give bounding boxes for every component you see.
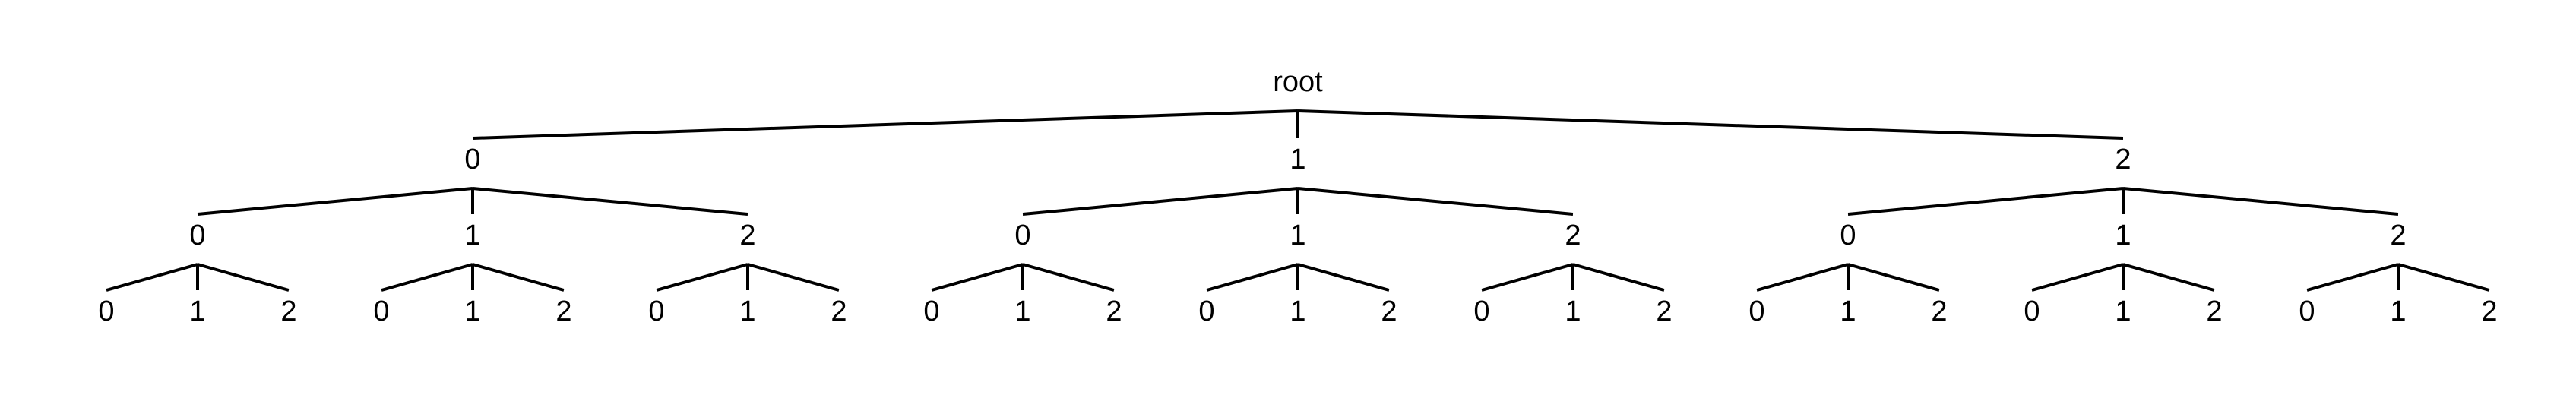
edge-1-0-0 — [931, 263, 1024, 292]
edge-1-1-2 — [1297, 263, 1390, 292]
edge-root-0 — [472, 109, 1299, 140]
edge-1-0 — [1022, 187, 1299, 216]
node-label-1-0: 0 — [1014, 220, 1030, 251]
edge-1-2-0 — [1481, 263, 1574, 292]
node-label-0-1-2: 2 — [555, 295, 571, 327]
node-label-1-1-2: 2 — [1381, 295, 1397, 327]
node-label-1-2-2: 2 — [1656, 295, 1672, 327]
node-label-1-1: 1 — [1290, 220, 1305, 251]
edge-2-2-2 — [2397, 263, 2490, 292]
node-label-1-2-1: 1 — [1565, 295, 1581, 327]
node-label-1-2: 2 — [1565, 220, 1581, 251]
edge-2-1-2 — [2122, 263, 2215, 292]
node-label-2-1-1: 1 — [2115, 295, 2131, 327]
edge-root-2 — [1297, 109, 2124, 140]
node-label-0-2: 2 — [739, 220, 755, 251]
edge-2-0-2 — [1847, 263, 1940, 292]
node-label-1-0-2: 2 — [1106, 295, 1122, 327]
edge-1-0-2 — [1022, 263, 1115, 292]
root-node-label: root — [1273, 66, 1323, 98]
edge-0-2-0 — [656, 263, 748, 292]
edge-0-0 — [197, 187, 473, 216]
node-label-0-1: 1 — [464, 220, 480, 251]
edge-0-1-0 — [381, 263, 473, 292]
edge-1-2-2 — [1572, 263, 1665, 292]
node-label-0-0-1: 1 — [189, 295, 205, 327]
edge-2-2 — [2122, 187, 2399, 216]
edge-0-0-0 — [106, 263, 198, 292]
node-label-2-0-1: 1 — [1840, 295, 1856, 327]
node-label-2-0: 0 — [1840, 220, 1856, 251]
edge-2-1-0 — [2031, 263, 2124, 292]
tree-node-labels: root 0 0 0 1 2 1 0 1 2 2 0 1 2 1 0 0 1 2 1 0 1 2 2 0 1 2 2 0 0 1 2 1 0 1 2 2… — [98, 66, 2497, 327]
edge-2-0 — [1847, 187, 2124, 216]
tree-edges — [106, 109, 2490, 292]
edge-0-2 — [472, 187, 748, 216]
node-label-0-0-2: 2 — [280, 295, 296, 327]
edge-0-0-2 — [197, 263, 290, 292]
node-label-2-0-0: 0 — [1748, 295, 1764, 327]
node-label-2-1-2: 2 — [2206, 295, 2222, 327]
node-label-2-1-0: 0 — [2024, 295, 2040, 327]
node-label-1-0-1: 1 — [1014, 295, 1030, 327]
node-label-0-2-2: 2 — [831, 295, 847, 327]
edge-1-2 — [1297, 187, 1574, 216]
node-label-1-1-1: 1 — [1290, 295, 1305, 327]
node-label-2-2-0: 0 — [2299, 295, 2315, 327]
edge-2-0-0 — [1756, 263, 1849, 292]
node-label-0: 0 — [464, 144, 480, 175]
node-label-2: 2 — [2115, 144, 2131, 175]
node-label-1-2-0: 0 — [1473, 295, 1489, 327]
node-label-2-0-2: 2 — [1931, 295, 1947, 327]
node-label-2-1: 1 — [2115, 220, 2131, 251]
node-label-0-2-0: 0 — [648, 295, 664, 327]
node-label-0-1-1: 1 — [464, 295, 480, 327]
node-label-1-1-0: 0 — [1198, 295, 1214, 327]
node-label-0-0-0: 0 — [98, 295, 114, 327]
node-label-0-1-0: 0 — [373, 295, 389, 327]
edge-1-1-0 — [1206, 263, 1299, 292]
node-label-0-2-1: 1 — [739, 295, 755, 327]
node-label-2-2-1: 1 — [2390, 295, 2406, 327]
node-label-1: 1 — [1290, 144, 1305, 175]
node-label-2-2-2: 2 — [2481, 295, 2497, 327]
node-label-1-0-0: 0 — [923, 295, 939, 327]
node-label-2-2: 2 — [2390, 220, 2406, 251]
node-label-0-0: 0 — [189, 220, 205, 251]
edge-0-2-2 — [747, 263, 840, 292]
edge-0-1-2 — [472, 263, 565, 292]
edge-2-2-0 — [2306, 263, 2399, 292]
